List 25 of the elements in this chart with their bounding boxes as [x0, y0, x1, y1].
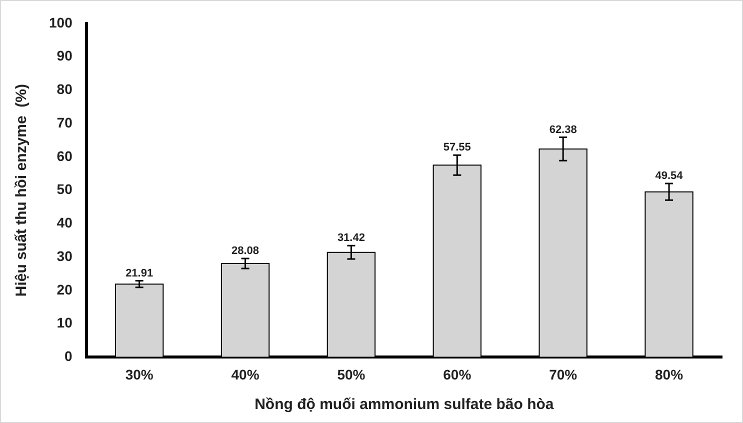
y-tick-label: 80 — [56, 81, 73, 98]
data-label: 21.91 — [126, 267, 154, 280]
x-tick-label: 50% — [337, 366, 366, 382]
data-label: 28.08 — [232, 244, 260, 257]
data-label: 31.42 — [337, 232, 365, 244]
x-tick-label: 80% — [655, 366, 684, 382]
y-tick-label: 60 — [56, 148, 73, 164]
x-tick-label: 40% — [231, 366, 260, 382]
x-tick-label: 30% — [125, 366, 154, 382]
y-tick-label: 90 — [56, 48, 73, 64]
x-axis-title: Nồng độ muối ammonium sulfate bão hòa — [254, 396, 554, 414]
y-tick-label: 100 — [49, 14, 73, 30]
y-tick-label: 40 — [56, 214, 73, 231]
y-tick-label: 50 — [56, 181, 73, 198]
y-tick-label: 10 — [56, 314, 73, 331]
data-label: 62.38 — [549, 124, 577, 136]
x-tick-label: 70% — [549, 366, 578, 382]
y-tick-label: 70 — [56, 114, 73, 130]
y-tick-label: 0 — [64, 348, 73, 364]
y-axis-title: Hiệu suất thu hồi enzyme (%) — [13, 84, 30, 297]
data-label: 57.55 — [443, 142, 471, 154]
x-tick-label: 60% — [443, 366, 472, 382]
y-tick-label: 30 — [56, 248, 73, 264]
data-label: 49.54 — [655, 170, 684, 182]
y-tick-label: 20 — [56, 281, 73, 298]
